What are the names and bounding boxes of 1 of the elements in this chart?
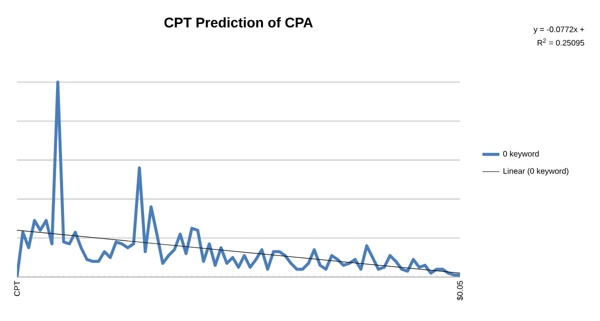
chart-title: CPT Prediction of CPA	[164, 17, 313, 28]
